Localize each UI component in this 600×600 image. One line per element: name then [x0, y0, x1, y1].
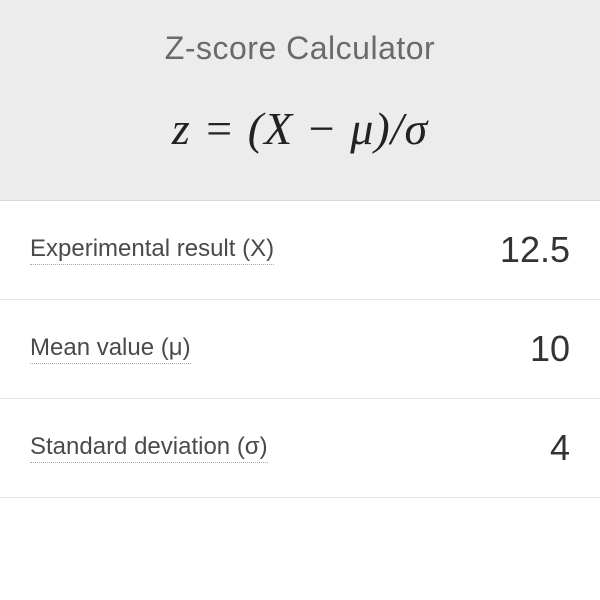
zscore-calculator: Z-score Calculator z = (X − μ)/σ Experim…	[0, 0, 600, 600]
label-mean-value[interactable]: Mean value (μ)	[30, 334, 191, 364]
label-standard-deviation[interactable]: Standard deviation (σ)	[30, 433, 268, 463]
formula-display: z = (X − μ)/σ	[20, 102, 580, 180]
input-standard-deviation[interactable]	[420, 427, 570, 469]
label-experimental-result[interactable]: Experimental result (X)	[30, 235, 274, 265]
input-mean-value[interactable]	[420, 328, 570, 370]
calculator-title: Z-score Calculator	[20, 30, 580, 67]
input-experimental-result[interactable]	[420, 229, 570, 271]
input-row-mean: Mean value (μ)	[0, 300, 600, 399]
input-row-experimental: Experimental result (X)	[0, 201, 600, 300]
calculator-header: Z-score Calculator z = (X − μ)/σ	[0, 0, 600, 201]
input-row-stddev: Standard deviation (σ)	[0, 399, 600, 498]
